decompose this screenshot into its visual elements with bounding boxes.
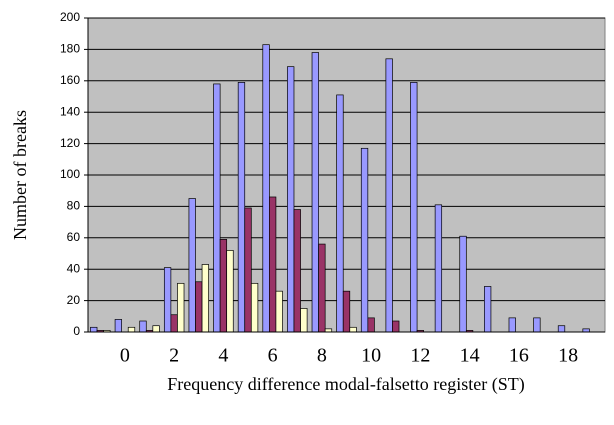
bar	[250, 282, 259, 333]
bar	[459, 235, 467, 333]
bar	[219, 239, 228, 333]
bar	[311, 52, 319, 333]
bar	[114, 319, 122, 333]
bar	[237, 82, 246, 333]
y-tick-label: 40	[67, 261, 81, 275]
y-tick-label: 20	[67, 293, 81, 307]
x-tick-label: 16	[509, 345, 529, 367]
x-tick-label: 12	[410, 345, 430, 367]
bar	[163, 267, 172, 333]
bar	[127, 326, 136, 333]
y-axis-label: Number of breaks	[10, 110, 30, 240]
y-tick-label: 120	[60, 136, 80, 150]
bar	[360, 147, 369, 333]
x-tick-label: 14	[460, 345, 480, 367]
bar	[152, 325, 160, 333]
bar	[213, 83, 221, 333]
x-tick-label: 2	[169, 345, 179, 367]
bar	[392, 320, 400, 333]
bar	[262, 44, 270, 333]
y-tick-label: 140	[60, 104, 80, 118]
bar	[287, 66, 295, 333]
bar	[269, 196, 277, 333]
bar	[336, 94, 344, 333]
bar	[226, 250, 234, 333]
y-tick-label: 200	[60, 10, 80, 24]
x-tick-label: 10	[361, 345, 381, 367]
x-tick-label: 6	[268, 345, 278, 367]
y-tick-label: 0	[73, 324, 80, 338]
bar	[385, 58, 393, 333]
x-tick-label: 18	[558, 345, 578, 367]
bar	[349, 326, 357, 333]
bar	[177, 282, 185, 333]
y-tick-label: 180	[60, 42, 80, 56]
bar	[188, 198, 196, 333]
bar	[195, 281, 203, 333]
bar	[244, 207, 252, 333]
y-tick-label: 60	[67, 230, 81, 244]
bar	[410, 82, 418, 333]
bar	[557, 325, 566, 333]
x-tick-label: 4	[218, 345, 228, 367]
bar	[508, 317, 516, 333]
bar	[139, 320, 147, 333]
bar	[300, 308, 308, 333]
bar	[201, 264, 209, 333]
bar	[484, 286, 492, 333]
bar	[318, 243, 326, 333]
bar	[90, 326, 98, 333]
y-tick-label: 100	[60, 167, 80, 181]
bar	[293, 209, 301, 333]
bar	[434, 204, 443, 333]
bar	[275, 290, 283, 333]
x-tick-label: 8	[317, 345, 327, 367]
bar	[170, 314, 178, 333]
y-tick-label: 80	[67, 199, 81, 213]
x-axis-label: Frequency difference modal-falsetto regi…	[167, 374, 525, 395]
x-tick-label: 0	[120, 345, 130, 367]
bar	[342, 290, 351, 333]
bar	[367, 317, 375, 333]
y-tick-label: 160	[60, 73, 80, 87]
bar	[533, 317, 541, 333]
